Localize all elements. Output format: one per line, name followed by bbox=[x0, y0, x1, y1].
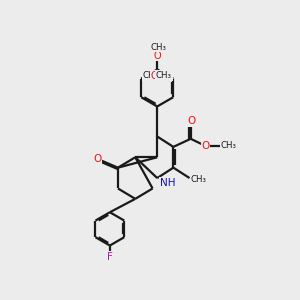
Text: O: O bbox=[150, 71, 158, 81]
Text: O: O bbox=[201, 141, 210, 151]
Text: CH₃: CH₃ bbox=[142, 71, 159, 80]
Text: O: O bbox=[153, 51, 161, 61]
Text: O: O bbox=[157, 71, 164, 81]
Text: NH: NH bbox=[160, 178, 175, 188]
Text: CH₃: CH₃ bbox=[156, 71, 172, 80]
Text: CH₃: CH₃ bbox=[190, 175, 206, 184]
Text: O: O bbox=[187, 116, 195, 127]
Text: CH₃: CH₃ bbox=[150, 43, 167, 52]
Text: O: O bbox=[93, 154, 101, 164]
Text: CH₃: CH₃ bbox=[220, 141, 236, 150]
Text: F: F bbox=[107, 252, 113, 262]
